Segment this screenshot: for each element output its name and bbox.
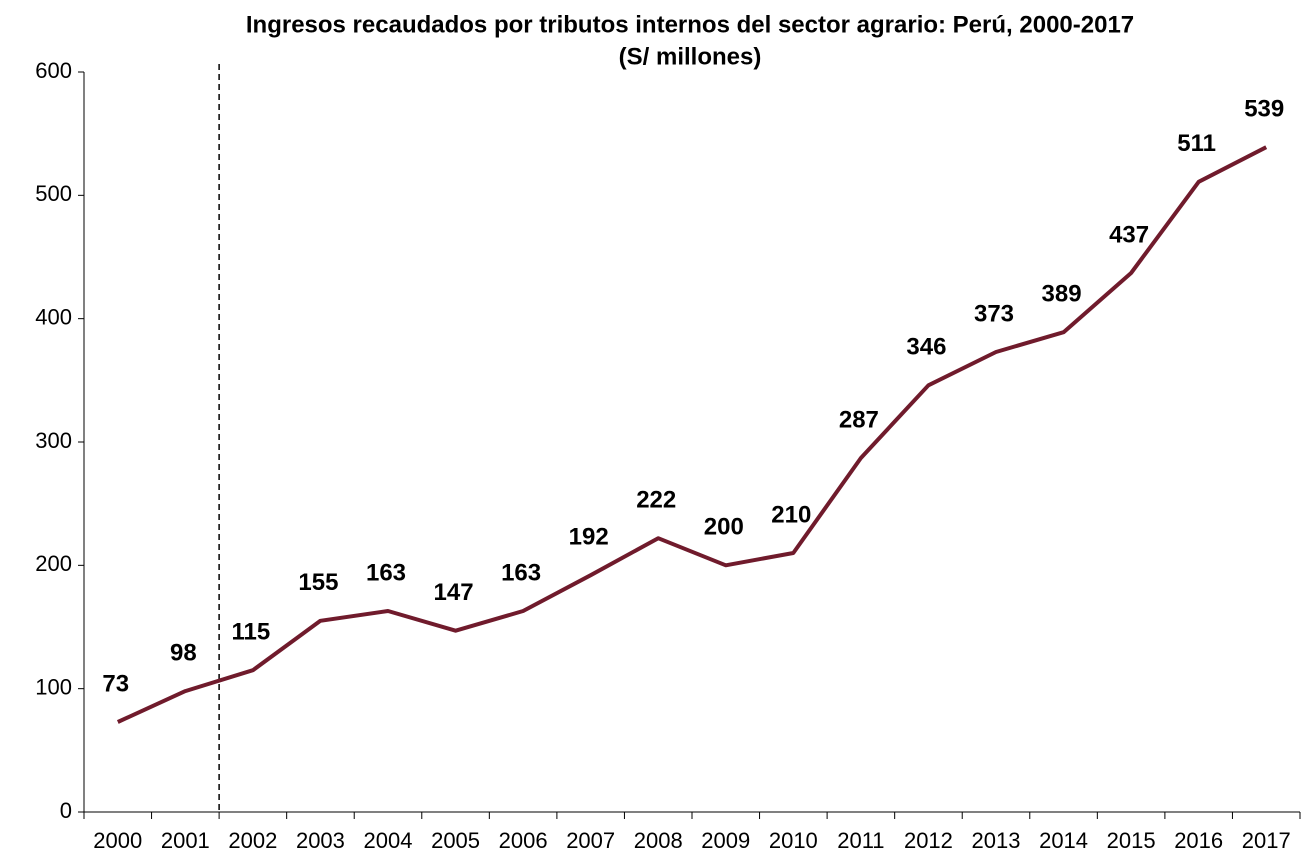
chart-subtitle: (S/ millones) [619, 43, 762, 70]
x-tick-label: 2010 [769, 828, 818, 853]
y-tick-label: 600 [35, 58, 72, 83]
data-line [116, 145, 1268, 724]
data-label: 287 [839, 406, 879, 433]
data-label: 115 [232, 619, 271, 646]
x-tick-label: 2011 [837, 828, 884, 853]
data-label: 437 [1109, 221, 1149, 248]
x-tick-label: 2013 [972, 828, 1021, 853]
x-tick-label: 2015 [1107, 828, 1156, 853]
x-tick-label: 2016 [1174, 828, 1223, 853]
x-tick-label: 2008 [634, 828, 683, 853]
x-tick-label: 2007 [566, 828, 615, 853]
x-tick-label: 2001 [161, 828, 210, 853]
data-label: 155 [298, 569, 338, 596]
x-tick-label: 2003 [296, 828, 345, 853]
data-label: 163 [501, 559, 541, 586]
data-label: 511 [1177, 130, 1216, 157]
data-label: 98 [170, 639, 197, 666]
data-label: 192 [569, 524, 609, 551]
data-label: 210 [771, 501, 811, 528]
data-label: 200 [704, 514, 744, 541]
data-label: 163 [366, 559, 406, 586]
y-tick-label: 300 [35, 428, 72, 453]
y-tick-label: 200 [35, 551, 72, 576]
data-label: 73 [102, 670, 129, 697]
chart-title: Ingresos recaudados por tributos interno… [246, 11, 1134, 38]
data-label: 147 [434, 579, 474, 606]
data-label: 222 [636, 487, 676, 514]
y-tick-label: 500 [35, 181, 72, 206]
x-tick-label: 2006 [499, 828, 548, 853]
y-tick-label: 100 [35, 674, 72, 699]
data-label: 539 [1244, 96, 1284, 123]
x-tick-label: 2012 [904, 828, 953, 853]
x-tick-label: 2009 [701, 828, 750, 853]
x-tick-label: 2000 [93, 828, 142, 853]
x-tick-label: 2004 [364, 828, 413, 853]
y-tick-label: 400 [35, 304, 72, 329]
y-tick-label: 0 [60, 798, 72, 823]
data-label: 389 [1042, 281, 1082, 308]
data-label: 373 [974, 300, 1014, 327]
data-label: 346 [906, 334, 946, 361]
x-tick-label: 2005 [431, 828, 480, 853]
x-tick-label: 2017 [1242, 828, 1291, 853]
x-tick-label: 2002 [228, 828, 277, 853]
x-tick-label: 2014 [1039, 828, 1088, 853]
